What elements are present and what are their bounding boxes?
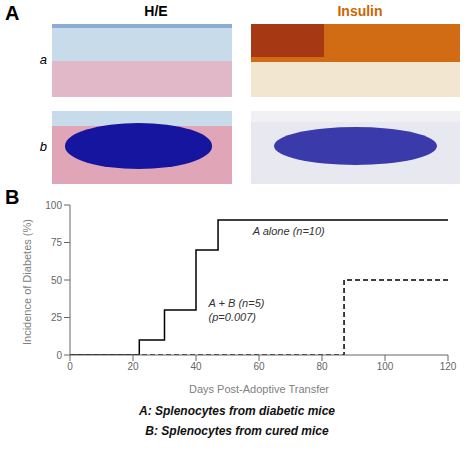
html-text:A: Splenocytes from diabetic m: A: Splenocytes from diabetic mice [139,404,335,418]
svg-text:A + B (n=5)(p=0.007): A + B (n=5)(p=0.007) [208,297,265,322]
svg-text:Incidence of Diabetes (%): Incidence of Diabetes (%) [21,219,33,345]
svg-text:A alone (n=10): A alone (n=10) [252,225,325,237]
svg-text:0: 0 [56,350,62,361]
svg-text:75: 75 [51,237,63,248]
html-text:A: A [5,2,20,24]
svg-text:120: 120 [440,361,457,372]
svg-text:100: 100 [377,361,394,372]
html-text:Insulin: Insulin [337,3,383,19]
svg-text:40: 40 [190,361,202,372]
svg-text:50: 50 [51,275,63,286]
html-text:B: B [5,186,20,208]
html-text:B: Splenocytes from cured mice: B: Splenocytes from cured mice [145,424,329,438]
svg-text:80: 80 [316,361,328,372]
html-text:b: b [39,139,47,154]
svg-text:25: 25 [51,312,63,323]
svg-text:Days Post-Adoptive Transfer: Days Post-Adoptive Transfer [189,383,329,395]
svg-text:100: 100 [45,200,62,211]
svg-text:0: 0 [67,361,73,372]
html-text:a: a [39,52,47,67]
svg-text:20: 20 [127,361,139,372]
svg-text:60: 60 [253,361,265,372]
html-text:H/E: H/E [144,3,168,19]
